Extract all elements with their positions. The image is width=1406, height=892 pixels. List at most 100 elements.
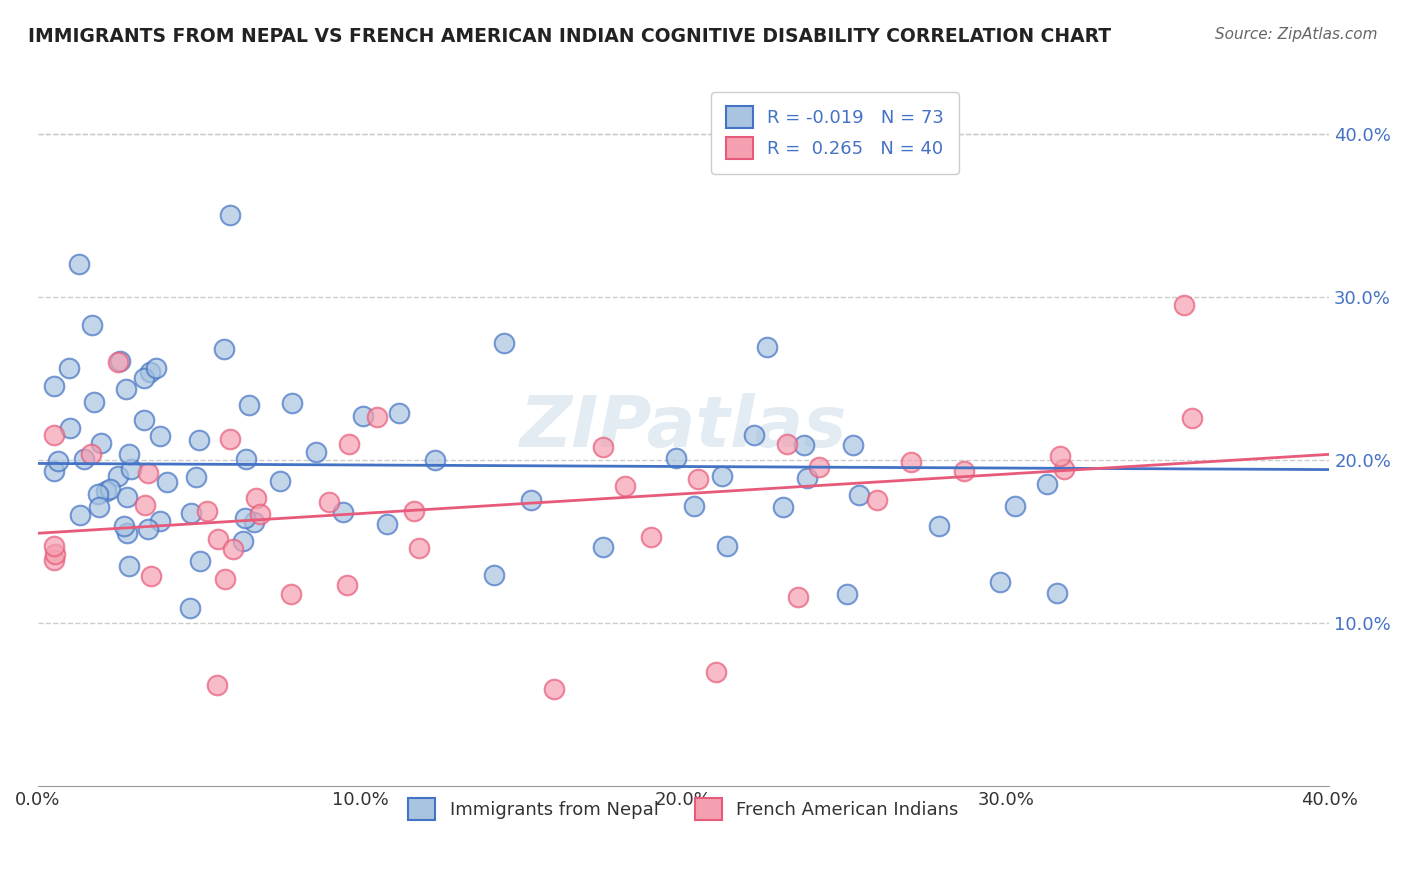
Point [953, 464, 976, 478]
Point [1181, 411, 1204, 425]
Point [112, 519, 135, 533]
Point [107, 355, 129, 369]
Point [848, 488, 870, 502]
Point [149, 514, 172, 528]
Point [115, 382, 138, 396]
Point [337, 436, 360, 450]
Point [402, 503, 425, 517]
Point [118, 558, 141, 573]
Point [139, 569, 162, 583]
Point [83, 394, 105, 409]
Point [233, 511, 256, 525]
Point [408, 541, 430, 555]
Point [716, 539, 738, 553]
Point [232, 533, 254, 548]
Point [87, 486, 110, 500]
Point [1004, 499, 1026, 513]
Point [776, 437, 799, 451]
Point [492, 336, 515, 351]
Point [1049, 449, 1071, 463]
Point [82, 318, 104, 333]
Point [42, 553, 65, 567]
Point [249, 507, 271, 521]
Point [145, 361, 167, 376]
Point [179, 600, 201, 615]
Point [59, 421, 82, 435]
Point [900, 455, 922, 469]
Point [212, 342, 235, 356]
Point [866, 493, 889, 508]
Point [120, 462, 142, 476]
Point [235, 451, 257, 466]
Point [1173, 298, 1195, 312]
Point [94, 484, 117, 499]
Point [136, 467, 159, 481]
Point [44, 547, 66, 561]
Point [107, 469, 129, 483]
Point [755, 340, 778, 354]
Point [837, 586, 859, 600]
Point [184, 470, 207, 484]
Point [245, 491, 267, 505]
Point [108, 354, 131, 368]
Point [188, 554, 211, 568]
Point [187, 433, 209, 447]
Point [222, 542, 245, 557]
Legend: Immigrants from Nepal, French American Indians: Immigrants from Nepal, French American I… [394, 784, 973, 835]
Point [664, 451, 686, 466]
Point [46, 454, 69, 468]
Point [808, 459, 831, 474]
Point [67, 257, 90, 271]
Point [195, 503, 218, 517]
Point [98, 482, 121, 496]
Point [132, 413, 155, 427]
Point [318, 494, 340, 508]
Point [543, 681, 565, 696]
Point [156, 475, 179, 489]
Point [332, 505, 354, 519]
Point [207, 532, 229, 546]
Point [686, 472, 709, 486]
Point [205, 678, 228, 692]
Point [352, 409, 374, 423]
Point [89, 500, 111, 514]
Point [704, 665, 727, 680]
Point [243, 516, 266, 530]
Point [80, 447, 103, 461]
Point [42, 379, 65, 393]
Point [139, 365, 162, 379]
Point [710, 469, 733, 483]
Point [42, 539, 65, 553]
Point [219, 208, 242, 222]
Point [117, 526, 139, 541]
Point [793, 438, 815, 452]
Point [375, 517, 398, 532]
Point [988, 575, 1011, 590]
Point [118, 447, 141, 461]
Point [281, 396, 304, 410]
Point [73, 452, 96, 467]
Point [787, 591, 810, 605]
Point [796, 471, 818, 485]
Point [592, 440, 614, 454]
Point [772, 500, 794, 514]
Point [640, 530, 662, 544]
Point [425, 452, 447, 467]
Point [58, 360, 80, 375]
Point [136, 522, 159, 536]
Text: Source: ZipAtlas.com: Source: ZipAtlas.com [1215, 27, 1378, 42]
Point [117, 490, 139, 504]
Point [280, 586, 302, 600]
Point [1036, 476, 1059, 491]
Point [90, 436, 112, 450]
Point [482, 568, 505, 582]
Point [69, 508, 91, 522]
Text: IMMIGRANTS FROM NEPAL VS FRENCH AMERICAN INDIAN COGNITIVE DISABILITY CORRELATION: IMMIGRANTS FROM NEPAL VS FRENCH AMERICAN… [28, 27, 1111, 45]
Point [269, 474, 291, 488]
Point [149, 429, 172, 443]
Point [42, 428, 65, 442]
Point [682, 500, 704, 514]
Point [336, 578, 359, 592]
Point [180, 506, 202, 520]
Point [613, 479, 636, 493]
